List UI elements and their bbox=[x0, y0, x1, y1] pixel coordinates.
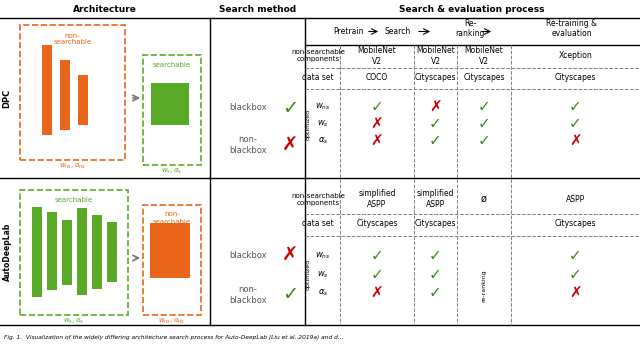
Text: optimized: optimized bbox=[305, 259, 310, 290]
Text: ✗: ✗ bbox=[371, 117, 383, 131]
Text: $w_s, \alpha_s$: $w_s, \alpha_s$ bbox=[63, 316, 84, 325]
Bar bbox=[32, 207, 42, 297]
Text: $\alpha_s$: $\alpha_s$ bbox=[318, 288, 328, 298]
Bar bbox=[92, 215, 102, 289]
Bar bbox=[78, 75, 88, 125]
Text: ✓: ✓ bbox=[569, 267, 582, 283]
Text: ✗: ✗ bbox=[429, 99, 442, 114]
Text: Cityscapes: Cityscapes bbox=[555, 73, 596, 82]
Text: ✓: ✓ bbox=[282, 285, 298, 305]
Text: Architecture: Architecture bbox=[73, 5, 137, 14]
Text: blackbox: blackbox bbox=[229, 251, 267, 260]
Text: ✗: ✗ bbox=[282, 246, 298, 265]
Text: non-
blackbox: non- blackbox bbox=[229, 135, 267, 155]
Text: ø: ø bbox=[481, 194, 487, 204]
Text: $w_s$: $w_s$ bbox=[317, 119, 329, 129]
Text: ✓: ✓ bbox=[477, 134, 490, 148]
Text: Re-training &
evaluation: Re-training & evaluation bbox=[547, 19, 598, 38]
Bar bbox=[47, 212, 57, 290]
Bar bbox=[77, 208, 87, 295]
Text: data set: data set bbox=[302, 73, 334, 82]
Text: ✓: ✓ bbox=[477, 99, 490, 114]
Bar bbox=[62, 220, 72, 285]
Text: ✗: ✗ bbox=[282, 135, 298, 154]
Text: searchable: searchable bbox=[153, 62, 191, 68]
Text: ✓: ✓ bbox=[429, 248, 442, 264]
Text: Cityscapes: Cityscapes bbox=[415, 73, 456, 82]
Text: ✓: ✓ bbox=[282, 99, 298, 117]
Text: Search: Search bbox=[385, 27, 411, 36]
Text: data set: data set bbox=[302, 220, 334, 229]
Text: non-searchable
components: non-searchable components bbox=[291, 193, 345, 206]
Text: searchable: searchable bbox=[55, 197, 93, 203]
Text: non-
searchable: non- searchable bbox=[53, 32, 92, 45]
Text: Search method: Search method bbox=[220, 5, 296, 14]
Text: non-
searchable: non- searchable bbox=[153, 211, 191, 225]
Text: blackbox: blackbox bbox=[229, 104, 267, 112]
Text: $\alpha_s$: $\alpha_s$ bbox=[318, 136, 328, 146]
Text: ✓: ✓ bbox=[371, 248, 383, 264]
Text: ✗: ✗ bbox=[569, 134, 582, 148]
Text: DPC: DPC bbox=[3, 88, 12, 108]
Text: ✓: ✓ bbox=[429, 134, 442, 148]
Text: ✓: ✓ bbox=[371, 267, 383, 283]
Text: Cityscapes: Cityscapes bbox=[463, 73, 505, 82]
Bar bbox=[151, 83, 189, 125]
Text: $w_{ns}$: $w_{ns}$ bbox=[316, 102, 331, 112]
Text: re-ranking: re-ranking bbox=[481, 269, 486, 302]
Text: ✓: ✓ bbox=[429, 117, 442, 131]
Text: $w_s$: $w_s$ bbox=[317, 270, 329, 280]
Text: MobileNet
V2: MobileNet V2 bbox=[465, 46, 504, 66]
Text: ✓: ✓ bbox=[569, 99, 582, 114]
Text: ✓: ✓ bbox=[569, 117, 582, 131]
Text: ✗: ✗ bbox=[569, 285, 582, 301]
Text: AutoDeepLab: AutoDeepLab bbox=[3, 223, 12, 281]
Text: Cityscapes: Cityscapes bbox=[356, 220, 397, 229]
Text: ✓: ✓ bbox=[429, 285, 442, 301]
Text: optimized: optimized bbox=[305, 108, 310, 140]
Text: Fig. 1.  Visualization of the widely differing architecture search process for A: Fig. 1. Visualization of the widely diff… bbox=[4, 336, 344, 341]
Text: non-
blackbox: non- blackbox bbox=[229, 285, 267, 305]
Text: Cityscapes: Cityscapes bbox=[555, 220, 596, 229]
Bar bbox=[150, 223, 190, 278]
Text: $w_{ns}, \alpha_{ns}$: $w_{ns}, \alpha_{ns}$ bbox=[158, 316, 186, 325]
Text: Pretrain: Pretrain bbox=[333, 27, 364, 36]
Text: ✓: ✓ bbox=[429, 267, 442, 283]
Text: MobileNet
V2: MobileNet V2 bbox=[416, 46, 455, 66]
Text: ✗: ✗ bbox=[371, 285, 383, 301]
Text: $w_{ns}$: $w_{ns}$ bbox=[316, 251, 331, 261]
Text: $w_{ns}, \alpha_{ns}$: $w_{ns}, \alpha_{ns}$ bbox=[59, 161, 86, 171]
Text: COCO: COCO bbox=[366, 73, 388, 82]
Text: ✓: ✓ bbox=[569, 248, 582, 264]
Bar bbox=[60, 60, 70, 130]
Text: ✗: ✗ bbox=[371, 134, 383, 148]
Text: MobileNet
V2: MobileNet V2 bbox=[358, 46, 396, 66]
Text: ✓: ✓ bbox=[371, 99, 383, 114]
Text: Cityscapes: Cityscapes bbox=[415, 220, 456, 229]
Bar bbox=[107, 222, 117, 282]
Text: ✓: ✓ bbox=[477, 117, 490, 131]
Text: Re-
ranking: Re- ranking bbox=[455, 19, 484, 38]
Text: simplified
ASPP: simplified ASPP bbox=[358, 189, 396, 209]
Text: Xception: Xception bbox=[559, 51, 593, 60]
Bar bbox=[42, 45, 52, 135]
Text: $w_s, \alpha_s$: $w_s, \alpha_s$ bbox=[161, 166, 182, 176]
Text: simplified
ASPP: simplified ASPP bbox=[417, 189, 454, 209]
Text: Search & evaluation process: Search & evaluation process bbox=[399, 5, 545, 14]
Text: ASPP: ASPP bbox=[566, 194, 585, 203]
Text: non-searchable
components: non-searchable components bbox=[291, 49, 345, 63]
